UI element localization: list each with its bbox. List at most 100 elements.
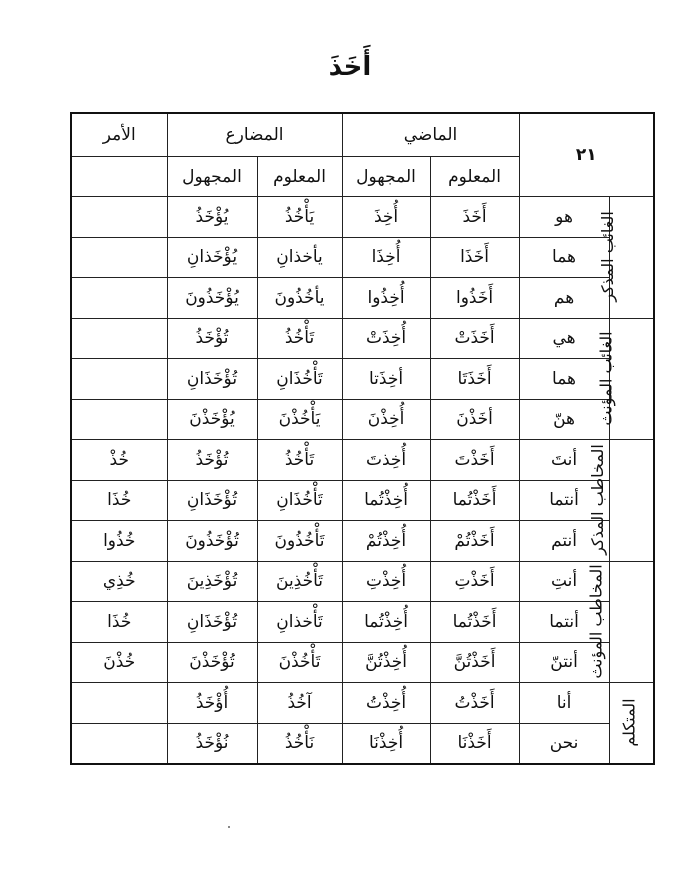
present-active-cell: تَأْخُذْنَ <box>256 641 343 683</box>
present-passive-cell: تُؤْخَذُونَ <box>166 520 258 562</box>
conjugation-table: ٢١ الماضي المضارع الأمر المعلوم المجهول … <box>70 112 656 765</box>
header-row-1: ٢١ الماضي المضارع الأمر <box>70 112 655 197</box>
table-row: أنتنّ أَخَذْتُنَّ أُخِذْتُنَّ تَأْخُذْنَ تُؤ… <box>70 641 654 683</box>
table-row: هم أَخَذُوا أُخِذُوا يأخُذُونَ يُؤْخَذُونَ <box>70 277 654 319</box>
header-present-passive: المجهول <box>166 156 258 197</box>
imperative-cell <box>70 317 168 359</box>
group-label: الغائب المؤنث <box>596 331 616 426</box>
present-passive-cell: تُؤْخَذِينَ <box>166 560 258 602</box>
present-passive-cell: أُؤْخَذُ <box>166 682 258 724</box>
pronoun-cell: هو <box>518 196 610 238</box>
group-label-cell: الغائب المذكر <box>598 196 655 319</box>
table-row: الغائب المذكر هو أَخَذَ أُخِذَ يَأْخُذُ يُؤْخ… <box>70 196 655 319</box>
imperative-cell: خُذَا <box>70 479 168 521</box>
table-row: هنّ أخَذْنَ أُخِذْنَ يَأْخُذْنَ يُؤْخَذْنَ <box>70 398 654 440</box>
past-active-cell: أَخَذْتُما <box>429 479 520 521</box>
table-number: ٢١ <box>518 112 655 197</box>
past-passive-cell: أُخِذْتُنَّ <box>341 641 431 683</box>
imperative-cell <box>70 236 168 278</box>
past-active-cell: أَخَذْتُمْ <box>429 520 520 562</box>
scan-speck <box>228 826 230 828</box>
present-active-cell: تَأْخُذَانِ <box>256 358 343 400</box>
pronoun-cell: هنّ <box>518 398 610 440</box>
page-title: أَخَذَ <box>328 52 372 82</box>
past-active-cell: أَخَذْتُ <box>429 682 520 724</box>
group-label-cell: المخاطب المؤنث <box>586 560 655 683</box>
past-passive-cell: أُخِذْتُمْ <box>341 520 431 562</box>
table-row: أنتما أَخَذْتُما أُخِذْتُما تَأْخذانِ تُؤْخَ… <box>70 601 654 643</box>
pronoun-cell: أنتم <box>518 520 610 562</box>
pronoun-cell: أنتما <box>518 479 610 521</box>
table-row: أنتم أَخَذْتُمْ أُخِذْتُمْ تَأْخُذُونَ تُؤْخ… <box>70 520 654 562</box>
past-passive-cell: أُخِذْتُما <box>341 479 431 521</box>
past-active-cell: أَخَذُوا <box>429 277 520 319</box>
present-passive-cell: تُؤْخَذْنَ <box>166 641 258 683</box>
present-active-cell: نَأْخُذُ <box>256 722 343 765</box>
past-active-cell: أَخَذَتْ <box>429 317 520 359</box>
header-imperative-empty <box>70 156 168 197</box>
table-row: المتكلم أنا أَخَذْتُ أُخِذْتُ آخُذُ أُؤْخَذُ <box>70 682 655 765</box>
pronoun-cell: هم <box>518 277 610 319</box>
present-active-cell: تَأْخذانِ <box>256 601 343 643</box>
present-passive-cell: تُؤْخَذَانِ <box>166 601 258 643</box>
group-label: المخاطب المذكر <box>588 444 608 556</box>
past-passive-cell: أُخِذَتْ <box>341 317 431 359</box>
pronoun-cell: هي <box>518 317 610 359</box>
present-active-cell: يأخُذُونَ <box>256 277 343 319</box>
present-active-cell: تَأْخُذُ <box>256 317 343 359</box>
pronoun-cell: أنا <box>518 682 610 724</box>
present-passive-cell: يُؤْخَذُ <box>166 196 258 238</box>
pronoun-cell: نحن <box>518 722 610 765</box>
past-passive-cell: أخِذَتا <box>341 358 431 400</box>
table-row: نحن أَخَذْنَا أُخِذْنَا نَأْخُذُ نُؤْخَذُ <box>70 722 654 765</box>
present-active-cell: تَأْخُذُ <box>256 439 343 481</box>
present-passive-cell: يُؤْخَذانِ <box>166 236 258 278</box>
imperative-cell <box>70 358 168 400</box>
present-passive-cell: تُؤْخَذُ <box>166 439 258 481</box>
past-active-cell: أَخَذَ <box>429 196 520 238</box>
present-passive-cell: تُؤْخَذَانِ <box>166 358 258 400</box>
past-passive-cell: أُخِذْنَ <box>341 398 431 440</box>
group-label: المتكلم <box>619 698 639 747</box>
past-active-cell: أَخَذْتَ <box>429 439 520 481</box>
table-row: المخاطب المؤنث أنتِ أَخَذْتِ أُخِذْتِ تَأْخُ… <box>70 560 655 683</box>
past-passive-cell: أُخِذُوا <box>341 277 431 319</box>
imperative-cell <box>70 682 168 724</box>
present-passive-cell: نُؤْخَذُ <box>166 722 258 765</box>
imperative-cell <box>70 722 168 765</box>
table-row: أنتما أَخَذْتُما أُخِذْتُما تَأْخُذَانِ تُؤْ… <box>70 479 654 521</box>
present-passive-cell: تُؤْخَذُ <box>166 317 258 359</box>
past-active-cell: أَخَذْتُما <box>429 601 520 643</box>
past-active-cell: أَخَذَا <box>429 236 520 278</box>
present-passive-cell: تُؤْخَذَانِ <box>166 479 258 521</box>
pronoun-cell: أنتنّ <box>518 641 610 683</box>
past-active-cell: أَخَذَتَا <box>429 358 520 400</box>
header-present: المضارع <box>166 112 343 157</box>
imperative-cell <box>70 398 168 440</box>
present-passive-cell: يُؤْخَذْنَ <box>166 398 258 440</box>
header-past-active: المعلوم <box>429 156 520 197</box>
imperative-cell: خُذْنَ <box>70 641 168 683</box>
imperative-cell <box>70 277 168 319</box>
group-label-cell: الغائب المؤنث <box>596 317 655 440</box>
table-row: الغائب المؤنث هي أَخَذَتْ أُخِذَتْ تَأْخُذُ ت… <box>70 317 655 440</box>
group-label-cell: المتكلم <box>608 682 655 765</box>
pronoun-cell: هما <box>518 236 610 278</box>
past-passive-cell: أُخِذْتِ <box>341 560 431 602</box>
present-passive-cell: يُؤْخَذُونَ <box>166 277 258 319</box>
present-active-cell: آخُذُ <box>256 682 343 724</box>
table-row: هما أَخَذَا أُخِذَا يأخذانِ يُؤْخَذانِ <box>70 236 654 278</box>
imperative-cell: خُذْ <box>70 439 168 481</box>
group-label: الغائب المذكر <box>598 211 618 303</box>
group-label-cell: المخاطب المذكر <box>588 439 655 562</box>
header-imperative: الأمر <box>70 112 168 157</box>
header-present-active: المعلوم <box>256 156 343 197</box>
header-past: الماضي <box>341 112 520 157</box>
present-active-cell: يَأْخُذْنَ <box>256 398 343 440</box>
past-passive-cell: أُخِذَ <box>341 196 431 238</box>
present-active-cell: تَأْخُذُونَ <box>256 520 343 562</box>
imperative-cell: خُذَا <box>70 601 168 643</box>
past-active-cell: أخَذْنَ <box>429 398 520 440</box>
past-passive-cell: أُخِذْتُما <box>341 601 431 643</box>
present-active-cell: تَأْخُذَانِ <box>256 479 343 521</box>
